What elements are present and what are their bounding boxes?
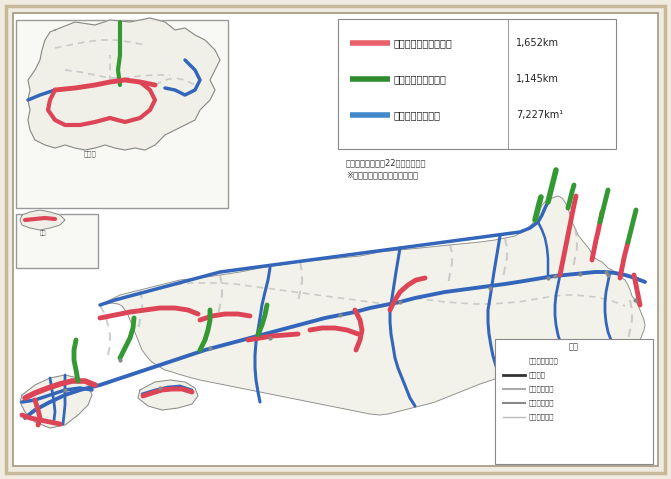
Text: ：無料化社会実験区間: ：無料化社会実験区間 — [394, 38, 453, 48]
Text: 1,652km: 1,652km — [516, 38, 559, 48]
Bar — [16, 20, 228, 208]
Bar — [495, 339, 653, 464]
Bar — [338, 19, 616, 149]
Text: 無料計画区間: 無料計画区間 — [529, 386, 554, 392]
Text: 7,227km¹: 7,227km¹ — [516, 110, 563, 120]
Text: （注）延長は平成22年度末見込み: （注）延長は平成22年度末見込み — [346, 159, 427, 168]
Polygon shape — [20, 375, 92, 428]
Text: 沖縄: 沖縄 — [40, 230, 46, 236]
Text: 供用区間: 供用区間 — [529, 372, 546, 378]
Polygon shape — [100, 196, 645, 415]
Text: 高速自動車国道: 高速自動車国道 — [529, 358, 559, 365]
Bar — [16, 214, 98, 268]
Text: 基本計画区間: 基本計画区間 — [529, 399, 554, 406]
Text: ※首都高・阪高を除く高速道路: ※首都高・阪高を除く高速道路 — [346, 171, 418, 180]
Text: 凡例: 凡例 — [569, 342, 579, 352]
Text: 北海道: 北海道 — [84, 150, 97, 157]
Polygon shape — [28, 18, 220, 150]
Polygon shape — [20, 210, 65, 230]
Text: 1,145km: 1,145km — [516, 74, 559, 84]
Text: ：その他有料区間: ：その他有料区間 — [394, 110, 441, 120]
Text: ：無料で供用中区間: ：無料で供用中区間 — [394, 74, 447, 84]
Text: 予定路線区間: 予定路線区間 — [529, 414, 554, 420]
Polygon shape — [138, 380, 198, 410]
